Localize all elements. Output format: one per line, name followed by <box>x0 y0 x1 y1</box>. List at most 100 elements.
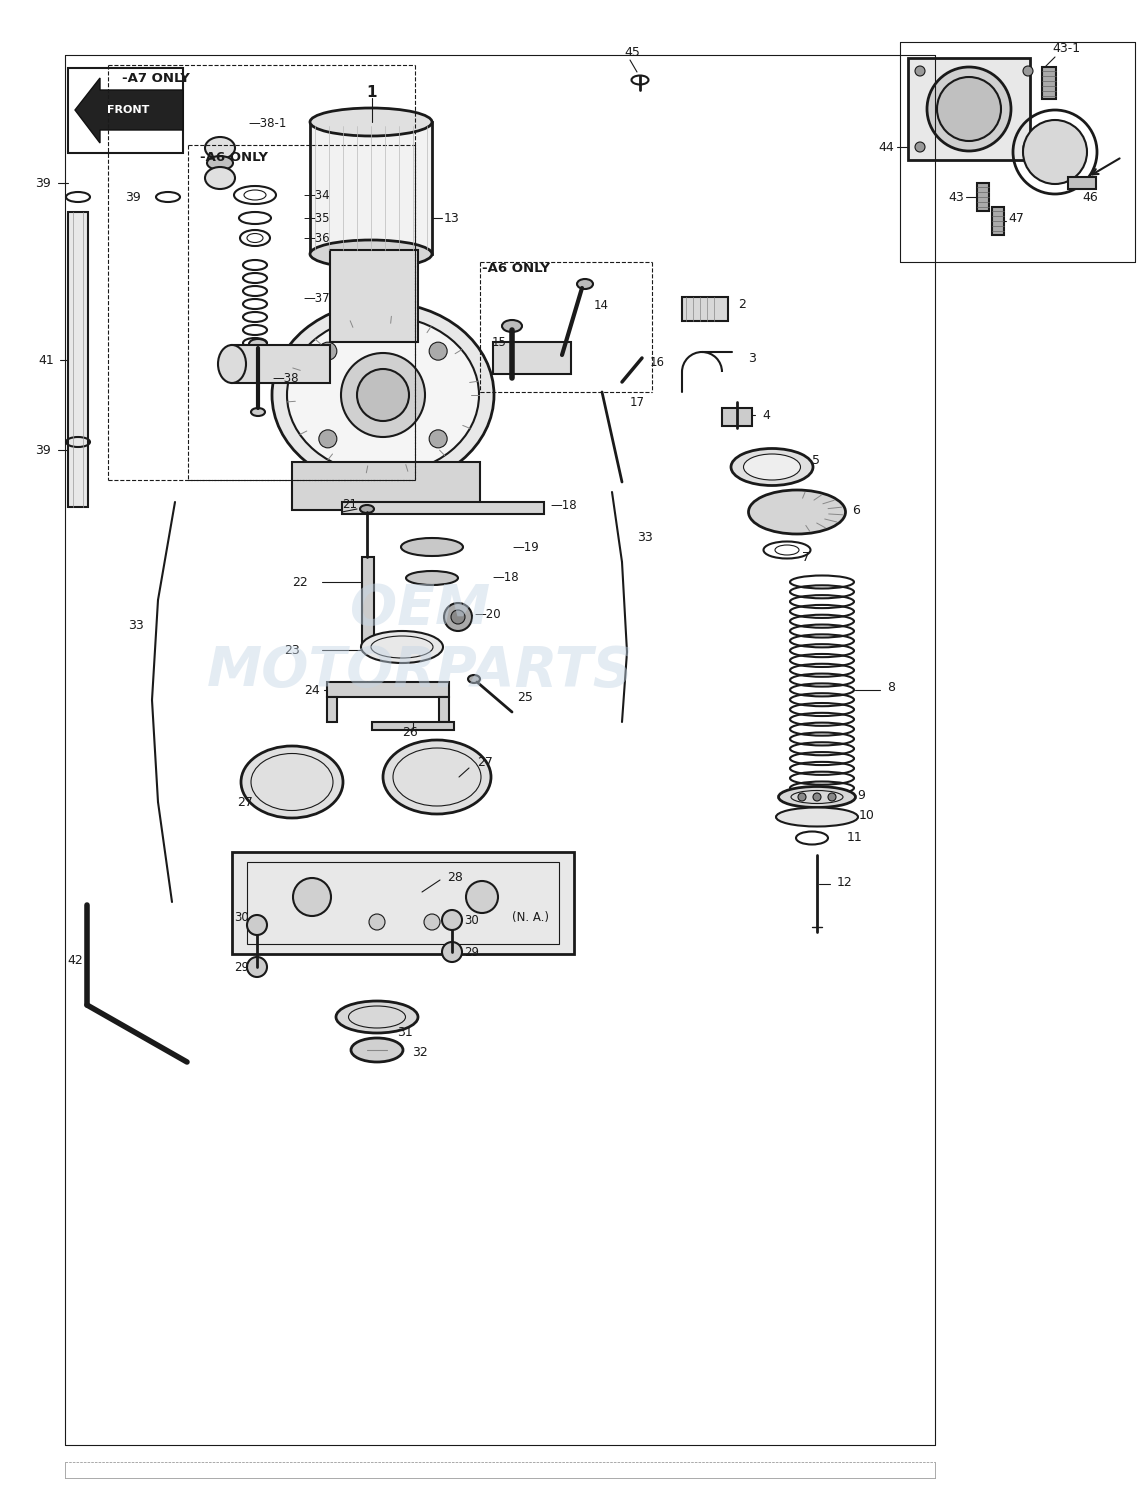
Ellipse shape <box>749 489 845 534</box>
Polygon shape <box>75 78 184 143</box>
Circle shape <box>247 958 267 977</box>
Text: 41: 41 <box>38 354 54 366</box>
Text: 23: 23 <box>284 644 299 656</box>
Ellipse shape <box>502 320 522 332</box>
Text: 3: 3 <box>748 351 756 365</box>
Circle shape <box>444 603 473 630</box>
Text: 12: 12 <box>837 875 852 889</box>
Bar <box>362 557 374 642</box>
Circle shape <box>319 342 337 360</box>
Text: 42: 42 <box>67 953 83 967</box>
Text: 21: 21 <box>342 497 357 510</box>
Bar <box>292 462 479 510</box>
Text: 11: 11 <box>846 830 863 844</box>
Text: 1: 1 <box>367 84 377 99</box>
Circle shape <box>247 916 267 935</box>
Text: 16: 16 <box>650 356 665 369</box>
Ellipse shape <box>310 108 432 137</box>
Text: 8: 8 <box>887 680 895 693</box>
Bar <box>247 862 559 944</box>
Text: 24: 24 <box>304 683 320 696</box>
Circle shape <box>429 429 447 447</box>
Text: 14: 14 <box>594 299 609 312</box>
Text: 47: 47 <box>1008 212 1024 225</box>
Text: 39: 39 <box>125 191 141 204</box>
Text: -A6 ONLY: -A6 ONLY <box>200 150 268 164</box>
Bar <box>1068 177 1097 189</box>
Text: 46: 46 <box>1082 191 1098 204</box>
Text: FRONT: FRONT <box>107 105 149 116</box>
Text: 10: 10 <box>859 809 875 821</box>
Circle shape <box>442 910 462 931</box>
Ellipse shape <box>241 746 343 818</box>
Text: 39: 39 <box>36 443 50 456</box>
Ellipse shape <box>779 787 856 808</box>
Circle shape <box>915 143 924 152</box>
Bar <box>68 212 88 507</box>
Text: 31: 31 <box>397 1025 413 1039</box>
Circle shape <box>1023 143 1033 152</box>
Ellipse shape <box>205 167 235 189</box>
Text: 29: 29 <box>234 961 249 974</box>
Text: 43-1: 43-1 <box>1052 42 1080 54</box>
Text: (N. A.): (N. A.) <box>512 911 549 923</box>
Text: —35: —35 <box>303 212 329 225</box>
Text: 27: 27 <box>237 796 252 809</box>
Ellipse shape <box>406 570 458 585</box>
Ellipse shape <box>361 630 443 663</box>
Circle shape <box>828 793 836 802</box>
Circle shape <box>341 353 426 437</box>
Text: 32: 32 <box>412 1046 428 1058</box>
Text: 45: 45 <box>624 45 640 59</box>
Ellipse shape <box>731 449 813 485</box>
Text: 22: 22 <box>292 575 307 588</box>
Circle shape <box>357 369 409 420</box>
Circle shape <box>429 342 447 360</box>
Bar <box>232 853 574 955</box>
Ellipse shape <box>468 675 479 683</box>
Bar <box>721 408 752 426</box>
Ellipse shape <box>351 1039 403 1063</box>
Text: 27: 27 <box>477 755 493 769</box>
Circle shape <box>927 68 1011 152</box>
Circle shape <box>369 914 385 931</box>
Bar <box>1041 68 1056 99</box>
Bar <box>992 207 1004 236</box>
Text: 25: 25 <box>517 690 533 704</box>
Text: —34: —34 <box>303 189 329 201</box>
Text: 29: 29 <box>465 946 479 959</box>
Bar <box>310 122 432 254</box>
Text: 26: 26 <box>401 725 418 738</box>
Circle shape <box>451 609 465 624</box>
Circle shape <box>424 914 440 931</box>
Ellipse shape <box>401 537 463 555</box>
Text: -A7 ONLY: -A7 ONLY <box>122 72 190 84</box>
Ellipse shape <box>336 1001 418 1033</box>
Bar <box>330 251 418 342</box>
Text: —18: —18 <box>551 498 577 512</box>
Text: 17: 17 <box>630 395 645 408</box>
Text: 5: 5 <box>812 453 820 467</box>
Text: OEM
MOTORPARTS: OEM MOTORPARTS <box>206 582 633 698</box>
Bar <box>372 722 454 729</box>
Text: 43: 43 <box>949 191 963 204</box>
Text: —18: —18 <box>492 570 518 584</box>
Circle shape <box>442 943 462 962</box>
Bar <box>342 501 544 513</box>
Ellipse shape <box>577 279 593 290</box>
Circle shape <box>292 878 331 916</box>
Ellipse shape <box>249 339 267 350</box>
Bar <box>977 183 989 212</box>
Ellipse shape <box>206 156 233 170</box>
Text: 15: 15 <box>492 336 507 348</box>
Text: 44: 44 <box>879 141 894 153</box>
Bar <box>327 696 337 722</box>
Text: 6: 6 <box>852 503 860 516</box>
Circle shape <box>1023 120 1087 185</box>
Text: —36: —36 <box>303 231 329 245</box>
Bar <box>232 345 330 383</box>
Circle shape <box>1023 66 1033 77</box>
Ellipse shape <box>743 453 801 480</box>
Ellipse shape <box>383 740 491 814</box>
Text: 13: 13 <box>444 212 460 225</box>
